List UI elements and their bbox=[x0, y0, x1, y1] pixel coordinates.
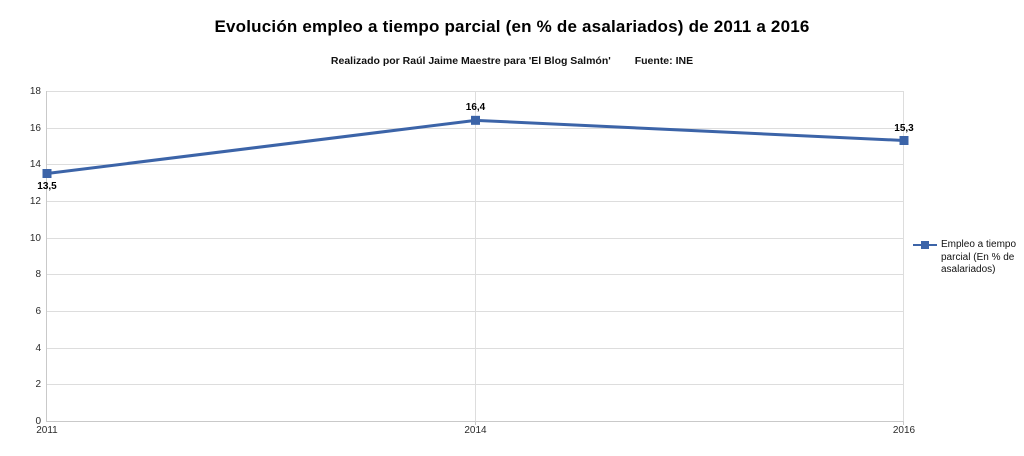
chart-subtitle: Realizado por Raúl Jaime Maestre para 'E… bbox=[0, 55, 1024, 67]
y-axis-tick-label: 10 bbox=[29, 232, 41, 244]
data-point-marker bbox=[471, 115, 480, 125]
y-axis-tick-label: 14 bbox=[29, 159, 41, 171]
y-axis-tick-label: 2 bbox=[35, 379, 41, 391]
chart-title: Evolución empleo a tiempo parcial (en % … bbox=[214, 17, 810, 36]
subtitle-author: Realizado por Raúl Jaime Maestre para 'E… bbox=[330, 55, 611, 67]
y-axis-tick-label: 0 bbox=[35, 416, 41, 427]
x-axis-tick-label: 2011 bbox=[36, 425, 58, 436]
y-axis-tick-label: 12 bbox=[29, 196, 41, 207]
subtitle-source: Fuente: INE bbox=[634, 55, 694, 67]
data-point-label: 13,5 bbox=[37, 180, 57, 192]
y-axis-tick-label: 6 bbox=[35, 306, 41, 317]
data-point-label: 15,3 bbox=[894, 122, 914, 134]
y-axis-tick-label: 18 bbox=[29, 86, 41, 97]
line-chart-canvas bbox=[42, 91, 909, 425]
data-point-marker bbox=[899, 136, 909, 145]
y-axis-tick-label: 8 bbox=[35, 269, 41, 281]
legend-line-marker-icon bbox=[913, 239, 937, 250]
y-axis-tick-label: 4 bbox=[35, 342, 41, 354]
x-axis-tick-label: 2014 bbox=[464, 425, 487, 436]
legend-series-label: Empleo a tiempo parcial (En % de asalari… bbox=[941, 239, 1017, 275]
plot-area: 0 2 4 6 8 10 12 14 16 18 2011 2014 2016 13,5 16,4 15,3 bbox=[30, 86, 915, 436]
x-axis-tick-label: 2016 bbox=[892, 425, 916, 436]
data-point-marker bbox=[42, 169, 52, 178]
y-axis-tick-label: 16 bbox=[29, 122, 41, 134]
data-point-label: 16,4 bbox=[465, 102, 486, 114]
legend: Empleo a tiempo parcial (En % de asalari… bbox=[913, 239, 1024, 277]
